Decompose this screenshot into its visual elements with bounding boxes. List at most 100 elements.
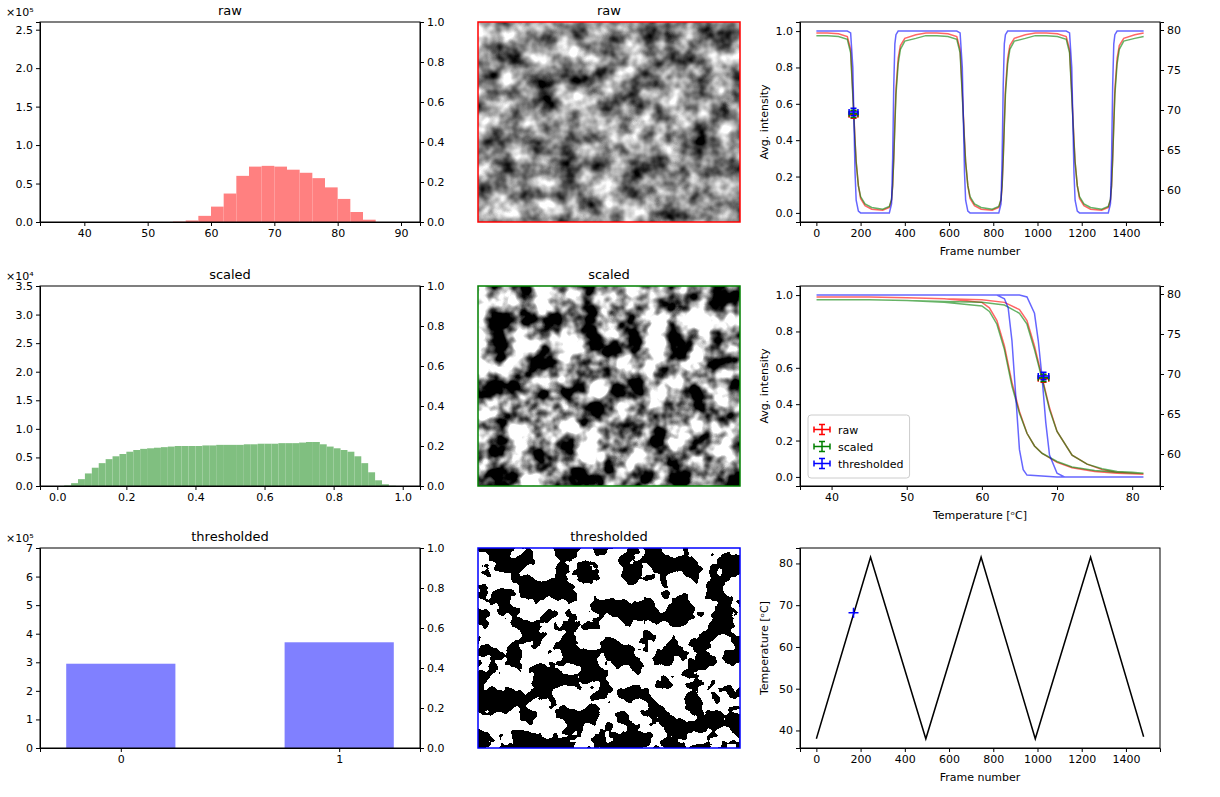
tick: 1200 [1068,748,1096,766]
tick: 0 [813,748,820,766]
tick-mark [420,628,424,629]
plot-area [816,557,1143,739]
tick-label: 70 [1167,104,1181,117]
bar [211,207,224,222]
tick-mark [796,213,800,214]
tick: 50 [900,486,914,504]
tick: 0.4 [187,486,205,504]
tick-label: 2.0 [16,62,34,75]
error-point [849,108,858,115]
tick-mark [420,366,424,367]
axis-offset: ×10⁵ [6,532,34,545]
tick-label: 1.5 [16,394,34,407]
tick-mark [338,222,339,226]
tick: 800 [983,222,1004,240]
tick-label: 0.6 [776,98,794,111]
axis-line [801,223,1161,227]
tick: 0.8 [420,56,445,69]
bar [161,447,168,486]
tick-mark [36,315,40,316]
tick-label: 0.4 [776,134,794,147]
tick: 0.0 [16,480,41,493]
tick: 200 [851,748,872,766]
bar [274,167,287,222]
tick-label: 0.8 [427,582,445,595]
tick-mark [1037,222,1038,226]
tick: 80 [1160,24,1181,37]
tick: 0.6 [420,360,445,373]
tick-mark [36,145,40,146]
image [478,22,740,222]
tick: 1000 [1024,748,1052,766]
tick-mark [949,222,950,226]
tick: 1.0 [420,542,445,555]
bar [78,479,85,486]
tick-mark [36,634,40,635]
tick: 1.0 [420,280,445,293]
bar [341,450,348,486]
tick-label: 800 [983,227,1004,240]
tick-mark [420,286,424,287]
tick-mark [1160,110,1164,111]
tick-mark [36,548,40,549]
tick: 65 [1160,144,1181,157]
axis-offset: ×10⁵ [6,6,34,19]
tick: 0.0 [420,216,445,229]
tick-label: 1.0 [394,491,412,504]
y-axis-title: Avg. intensity [758,84,771,160]
image-frame [478,22,740,222]
tick: 1.5 [16,394,41,407]
tick-label: 80 [1167,288,1181,301]
tick-label: 0.2 [427,702,445,715]
tick-label: 1 [336,753,343,766]
tick: 65 [1160,408,1181,421]
tick-mark [796,67,800,68]
bar [99,463,106,486]
bar [350,212,363,222]
tick-mark [211,222,212,226]
image [478,286,740,486]
tick-label: 0.0 [427,216,445,229]
tick-label: 0.4 [427,400,445,413]
tick-label: 1.0 [776,289,794,302]
axis-line [41,487,421,491]
tick-mark [36,486,40,487]
tick-label: 1 [26,713,33,726]
panel-title: thresholded [570,529,647,544]
plot-frame [40,22,420,222]
tick-label: 40 [779,724,793,737]
tick: 1.0 [16,423,41,436]
tick-label: 0 [26,742,33,755]
tick: 50 [779,683,800,696]
tick: 0 [118,748,125,766]
tick: 40 [825,486,839,504]
tick-mark [861,222,862,226]
tick-mark [1082,748,1083,752]
bar [223,445,230,486]
bar [327,447,334,486]
tick-mark [796,31,800,32]
tick: 1.0 [776,289,801,302]
tick-label: 1000 [1024,227,1052,240]
tick-mark [420,588,424,589]
tick-label: 200 [851,753,872,766]
bar [300,173,313,222]
tick: 70 [1051,486,1065,504]
bar [113,456,120,486]
tick-mark [1160,70,1164,71]
tick-mark [796,647,800,648]
error-bar-x [849,109,858,115]
tick: 3 [26,656,40,669]
tick: 5 [26,599,40,612]
x-axis: 0.00.20.40.60.81.0 [41,486,421,504]
tick-mark [420,486,424,487]
tick: 600 [939,222,960,240]
bar [285,443,292,486]
x-axis: 0200400600800100012001400 [801,748,1161,766]
tick: 1.0 [16,139,41,152]
tick-mark [36,748,40,749]
tick-mark [1160,150,1164,151]
tick-label: 0 [813,227,820,240]
tick-label: 4 [26,628,33,641]
tick: 0.2 [118,486,136,504]
